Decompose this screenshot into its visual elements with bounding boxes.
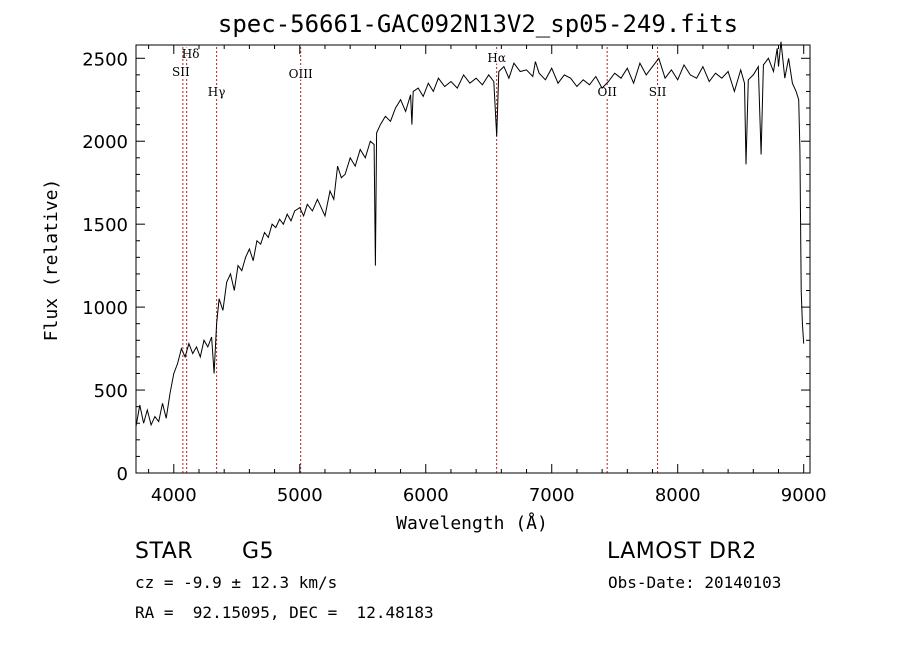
x-tick-label: 6000 (403, 485, 449, 506)
y-tick-label: 2500 (82, 49, 128, 70)
redshift-text: cz = -9.9 ± 12.3 km/s (135, 573, 338, 592)
plot-frame (135, 44, 811, 474)
annotation-label: SII (172, 65, 190, 79)
y-tick-label: 1500 (82, 215, 128, 236)
x-axis: 4000 5000 6000 7000 8000 9000 (148, 45, 827, 506)
coords-text: RA = 92.15095, DEC = 12.48183 (135, 603, 434, 622)
x-tick-label: 4000 (151, 485, 197, 506)
y-tick-label: 1000 (82, 298, 128, 319)
x-tick-label: 5000 (277, 485, 323, 506)
chart-title: spec-56661-GAC092N13V2_sp05-249.fits (218, 10, 738, 38)
spectrum-line (135, 41, 805, 427)
annotation-label: Hγ (208, 85, 226, 99)
object-class: STAR (135, 539, 194, 564)
annotation-label: OIII (289, 67, 313, 81)
annotation-label: Hα (487, 51, 506, 65)
y-tick-label: 2000 (82, 132, 128, 153)
y-tick-label: 500 (94, 381, 128, 402)
y-axis-label: Flux (relative) (41, 179, 62, 342)
x-axis-label: Wavelength (Å) (396, 512, 548, 534)
x-tick-label: 9000 (781, 485, 827, 506)
x-tick-label: 7000 (529, 485, 575, 506)
annotation-label: Hδ (182, 47, 200, 61)
line-annotations: Hδ SII Hγ OIII Hα OII SII (171, 46, 668, 473)
object-subclass: G5 (242, 539, 275, 564)
annotation-label: SII (649, 85, 667, 99)
x-tick-label: 8000 (655, 485, 701, 506)
y-tick-label: 0 (117, 464, 128, 485)
annotation-label: OII (598, 85, 618, 99)
y-axis: 0 500 1000 1500 2000 2500 (82, 49, 810, 485)
obs-date-text: Obs-Date: 20140103 (608, 573, 782, 592)
survey-name: LAMOST DR2 (607, 539, 757, 564)
